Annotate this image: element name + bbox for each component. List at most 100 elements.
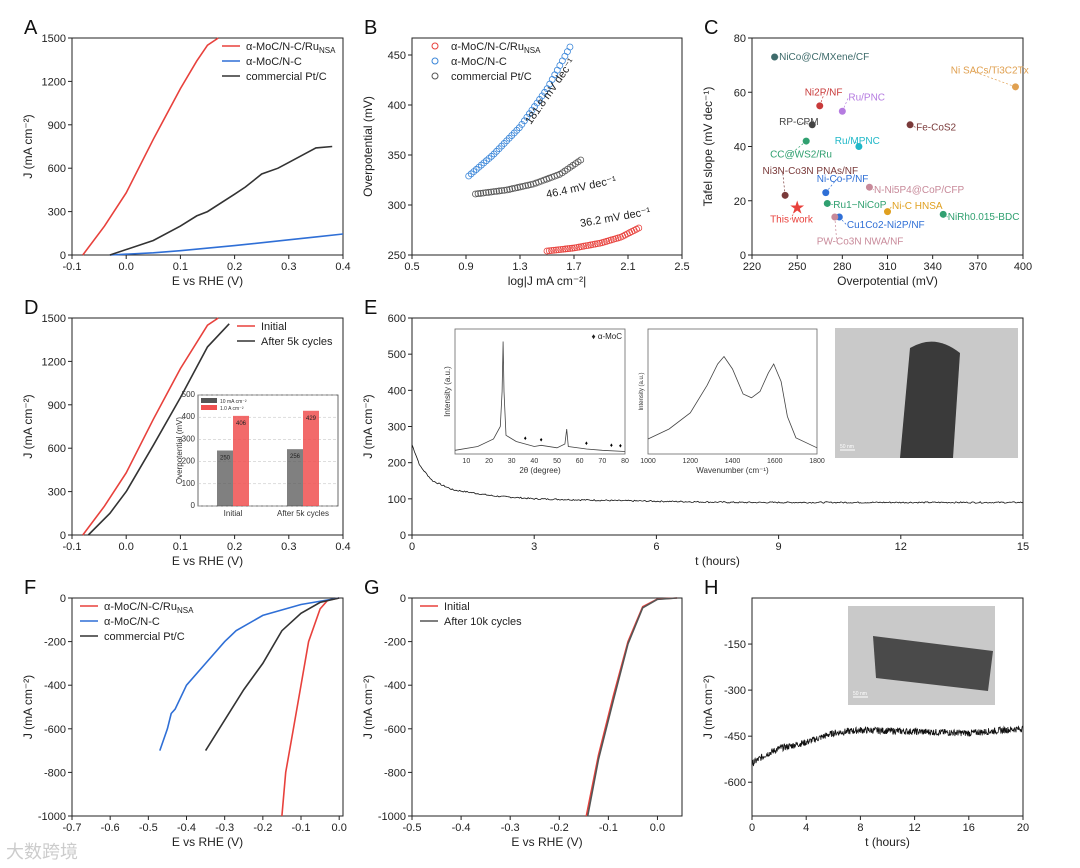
legend-label: α-MoC/N-C/RuNSA [246,41,336,55]
leader-line [819,92,826,106]
data-point [501,186,508,194]
bar-value-label: 429 [306,416,317,422]
data-point [528,106,536,114]
x-tick-label: 8 [857,822,863,834]
legend-label: After 10k cycles [444,616,522,628]
data-point [587,241,595,249]
point-label: N-Ni5P4@CoP/CFP [874,185,965,196]
panel-C: C 220 250 280 310 340 370 400 0 20 40 60 80 Overpoten… [701,17,1032,288]
data-point [545,247,553,255]
panel-H: H 0 4 8 12 16 20 -600 -450 -300 -150 t (hours) J (mA… [701,577,1029,849]
data-point [580,242,588,250]
legend-marker [431,72,439,80]
y-tick-label: 0 [60,530,66,542]
inset-x-tick-label: 1600 [767,458,783,465]
x-tick-label: 16 [963,822,975,834]
series-line-0 [585,597,678,817]
panel-letter: B [364,17,377,39]
y-tick-label: -1000 [38,811,66,823]
data-point [538,92,546,100]
point-label: RP-CPM [779,117,818,128]
inset-x-label: Wavenumber (cm⁻¹) [696,466,769,475]
x-tick-label: 0.1 [173,541,188,553]
x-tick-label: 2.5 [674,261,689,273]
inset-x-label: 2θ (degree) [519,466,561,475]
data-point [516,183,524,191]
y-tick-label: -1000 [378,811,406,823]
inset-frame [647,328,818,455]
point-label: NiRh0.015-BDC [948,212,1020,223]
point-label: CC@WS2/Ru [770,150,832,161]
data-point [479,189,487,197]
panel-letter: G [364,577,380,599]
x-tick-label: 9 [776,541,782,553]
data-point [485,188,493,196]
plot-frame [751,597,1024,817]
data-point [524,181,532,189]
point-label: This work [770,215,814,226]
x-tick-label: 15 [1017,541,1029,553]
tem-nanostructure [873,636,993,691]
x-tick-label: 400 [1014,261,1032,273]
data-point [482,189,490,197]
data-point [511,184,519,192]
x-tick-label: -0.1 [292,822,311,834]
x-tick-label: 0.9 [458,261,473,273]
series-line-0 [411,444,1024,504]
y-axis-label: Tafel slope (mV dec⁻¹) [701,87,715,207]
bar [233,415,249,506]
data-point [589,241,597,248]
y-tick-label: 400 [388,100,406,112]
x-tick-label: 0.0 [650,822,665,834]
legend-label: commercial Pt/C [451,71,532,83]
y-tick-label: 350 [388,150,406,162]
x-tick-label: 0.4 [335,541,350,553]
inset-y-label: Intensity (a.u.) [443,366,452,417]
inset-line: 1000 1200 1400 1600 1800 Wavenumber (cm⁻¹) Int… [639,328,825,475]
data-point [519,182,527,190]
bar [287,449,303,506]
y-tick-label: 400 [388,385,406,397]
y-tick-label: -200 [384,637,406,649]
point-label: Ru/PNC [848,93,885,104]
inset-x-tick-label: 1000 [640,458,656,465]
leader-line [854,140,860,147]
y-tick-label: -400 [384,680,406,692]
x-tick-label: -0.4 [177,822,196,834]
x-tick-label: 12 [895,541,907,553]
legend-subscript: NSA [177,606,194,615]
y-tick-label: -600 [44,724,66,736]
y-tick-label: 900 [48,120,66,132]
x-tick-label: 0.1 [173,261,188,273]
inset-x-tick-label: 30 [508,458,516,465]
y-axis-label: J (mA cm⁻²) [21,675,35,739]
data-point [635,224,643,232]
data-point [490,188,498,196]
inset-y-tick-label: 400 [182,412,196,421]
legend-marker [431,57,439,65]
legend-text: α-MoC/N-C [246,56,302,68]
y-tick-label: 0 [60,593,66,605]
x-tick-label: 12 [908,822,920,834]
legend-text: commercial Pt/C [104,631,185,643]
plot-frame [411,597,683,817]
peak-marker: ♦ [585,441,588,447]
leader-line [869,186,875,191]
tem-nanostructure [900,341,960,458]
inset-legend-swatch [201,405,217,410]
bar-value-label: 256 [290,454,301,460]
x-tick-label: 0.3 [281,261,296,273]
y-tick-label: 60 [734,87,746,99]
leader-line [943,214,948,218]
y-tick-label: -450 [724,731,746,743]
inset-legend-swatch [201,398,217,403]
data-point [520,117,528,125]
x-tick-label: 340 [923,261,941,273]
inset-y-tick-label: 0 [191,501,196,510]
scale-bar-label: 50 nm [853,691,867,697]
data-point [541,88,549,96]
point-label: Ru/MPNC [835,136,880,147]
data-point [531,103,538,110]
inset-x-tick-label: 60 [576,458,584,465]
x-tick-label: 0 [409,541,415,553]
